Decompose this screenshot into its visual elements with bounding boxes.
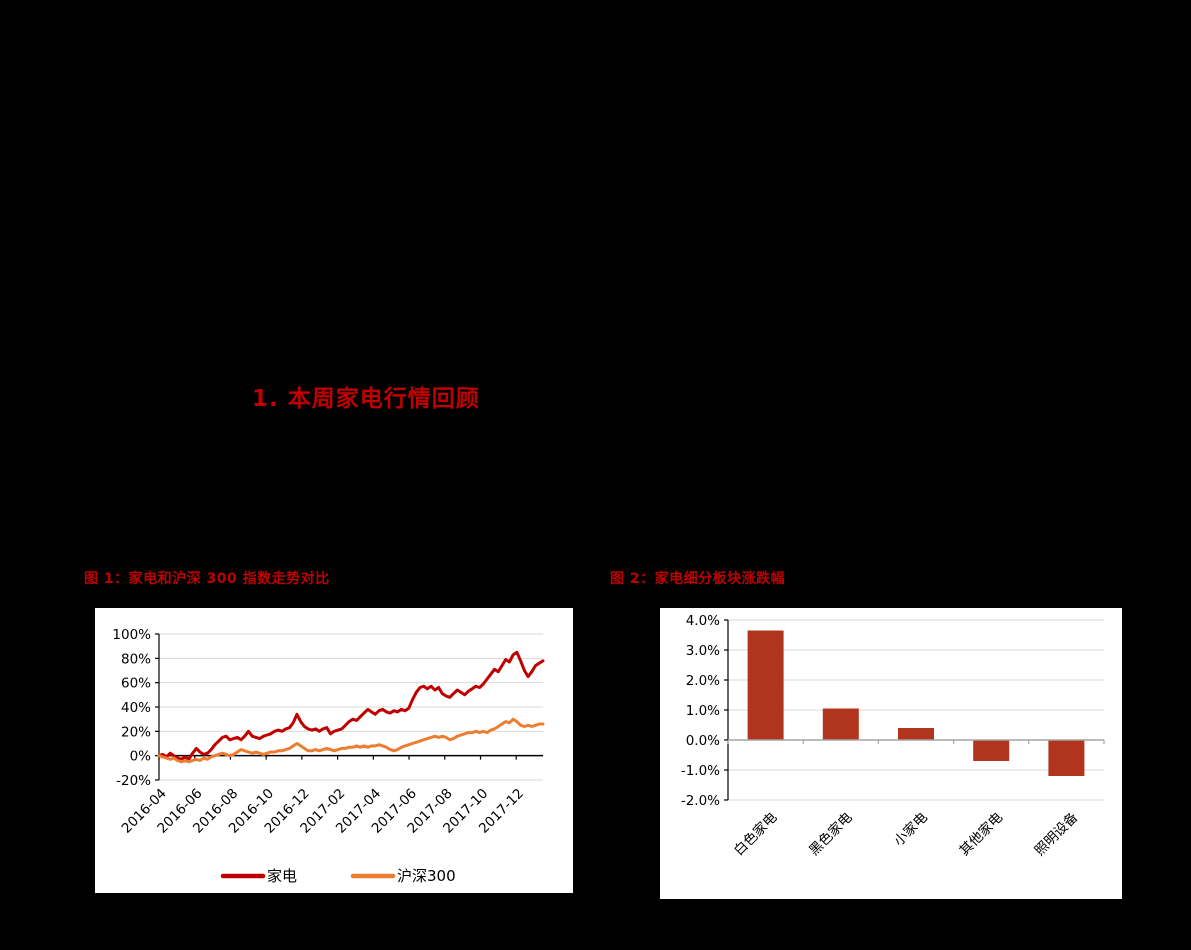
legend-label-1: 沪深300 xyxy=(397,867,456,885)
y-tick-label: 0.0% xyxy=(686,733,720,749)
bar-chart-panel: 4.0% 3.0% 2.0% 1.0% 0.0% -1.0% -2.0% 白色家电 黑色家电 小家… xyxy=(660,608,1122,899)
y-tick-label: 1.0% xyxy=(686,703,720,719)
y-tick-label: -1.0% xyxy=(681,763,720,779)
y-tick-label: 2.0% xyxy=(686,673,720,689)
section-heading: 1. 本周家电行情回顾 xyxy=(252,386,480,412)
legend-label-0: 家电 xyxy=(267,867,297,885)
series-line-1 xyxy=(157,717,545,764)
bar-1 xyxy=(822,708,859,740)
y-tick-label: 0% xyxy=(130,749,152,765)
y-tick-label: 20% xyxy=(121,724,151,740)
x-category-label: 小家电 xyxy=(890,809,931,850)
bar-3 xyxy=(973,740,1010,761)
line-chart: 100%80%60%40%20%0%-20%2016-042016-062016… xyxy=(112,627,545,885)
x-category-label: 白色家电 xyxy=(730,809,780,859)
x-category-label: 黑色家电 xyxy=(805,809,855,859)
bar-2 xyxy=(898,728,934,740)
series-line-0 xyxy=(157,650,545,761)
bar-chart: 4.0% 3.0% 2.0% 1.0% 0.0% -1.0% -2.0% 白色家电 黑色家电 小家… xyxy=(681,613,1105,859)
y-tick-label: 60% xyxy=(121,676,151,692)
y-tick-label: 3.0% xyxy=(686,643,720,659)
x-category-label: 其他家电 xyxy=(956,809,1006,859)
y-tick-label: 100% xyxy=(112,627,151,643)
y-tick-label: 4.0% xyxy=(686,613,720,629)
figure1-title: 图 1：家电和沪深 300 指数走势对比 xyxy=(84,571,330,587)
y-tick-label: 80% xyxy=(121,651,151,667)
bar-4 xyxy=(1048,740,1085,776)
x-category-label: 照明设备 xyxy=(1031,808,1082,859)
y-tick-label: -20% xyxy=(116,773,151,789)
figure2-title: 图 2：家电细分板块涨跌幅 xyxy=(610,571,786,587)
line-chart-panel: 100% 80% 60% 40% 20% 0% -20% 2016-04 2016-06 2016… xyxy=(95,608,573,893)
bar-0 xyxy=(747,630,784,740)
y-tick-label: 40% xyxy=(121,700,151,716)
y-tick-label: -2.0% xyxy=(681,793,720,809)
